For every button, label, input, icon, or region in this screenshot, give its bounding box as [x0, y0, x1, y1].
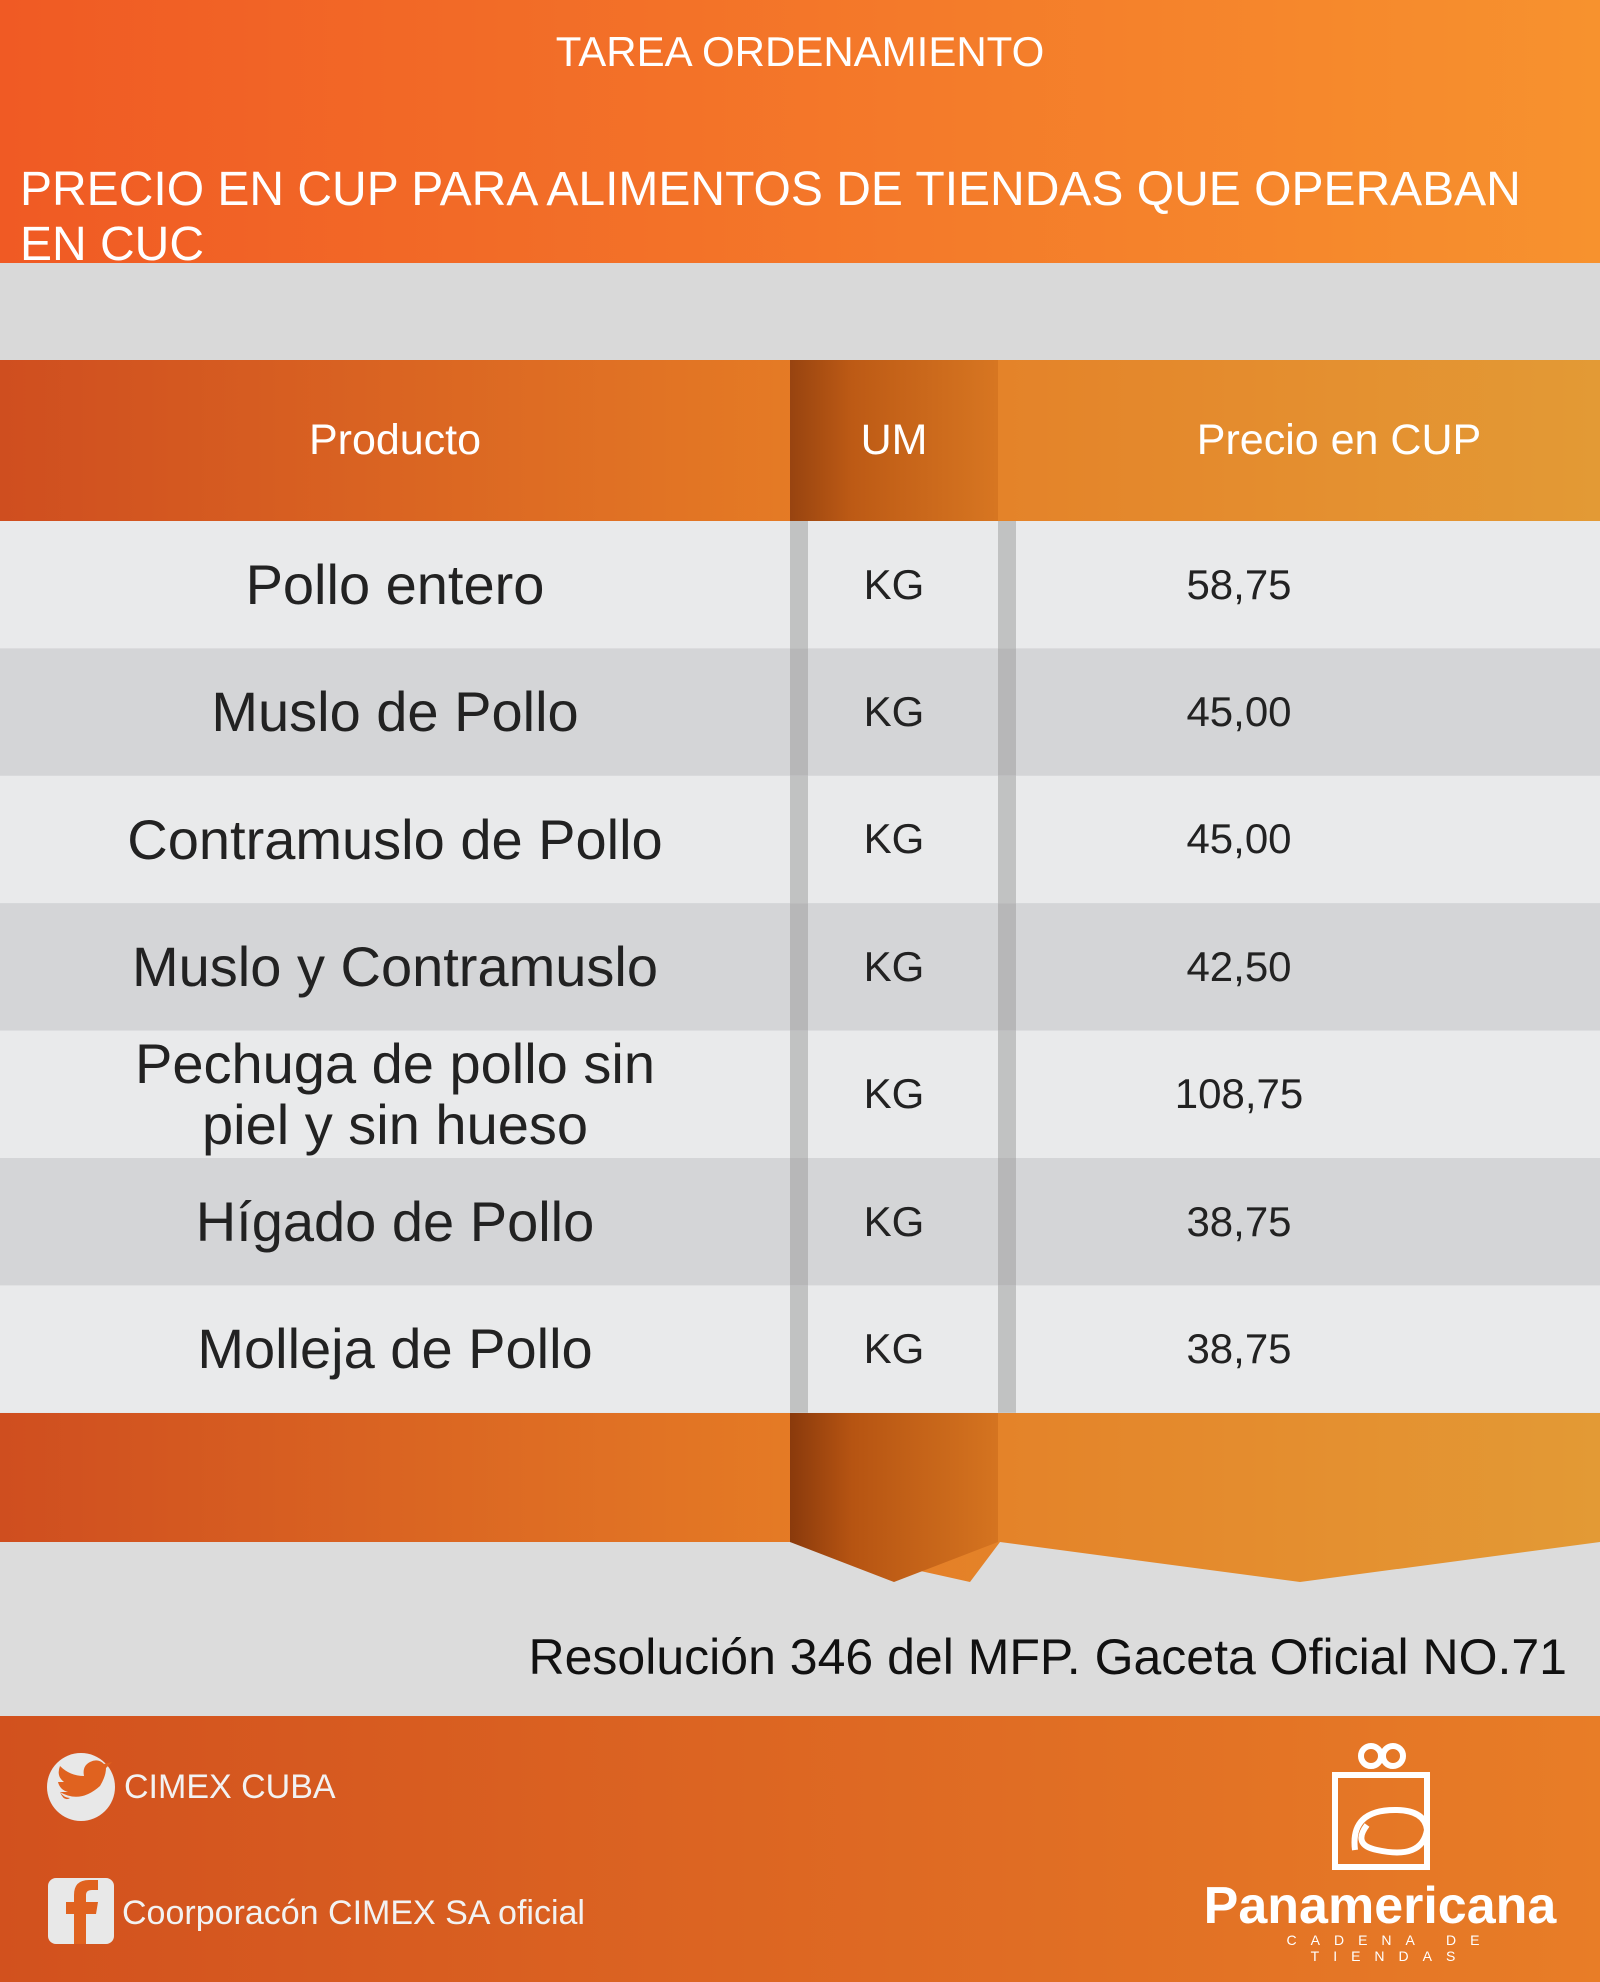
header-band — [0, 0, 1600, 263]
unit: KG — [863, 815, 925, 863]
product: Hígado de Pollo — [195, 1189, 595, 1253]
column-header: UM — [860, 416, 928, 464]
column-divider — [790, 1285, 808, 1413]
unit: KG — [863, 942, 925, 990]
column-header: Precio en CUP — [1196, 416, 1482, 464]
twitter-bird — [58, 1760, 112, 1800]
um-column-top — [790, 360, 998, 521]
column-divider — [998, 775, 1016, 904]
price: 42,50 — [1186, 942, 1292, 990]
brand-name: Panamericana — [1203, 1877, 1557, 1935]
gap-band — [0, 263, 1600, 360]
facebook-f — [66, 1880, 98, 1944]
price: 38,75 — [1186, 1325, 1292, 1373]
header-subtitle: PRECIO EN CUP PARA ALIMENTOS DE TIENDAS … — [20, 163, 1521, 271]
column-divider — [998, 648, 1016, 776]
price: 38,75 — [1186, 1197, 1292, 1245]
price: 45,00 — [1186, 688, 1292, 736]
unit: KG — [863, 1325, 925, 1373]
price: 108,75 — [1174, 1070, 1304, 1118]
product: Pechuga de pollo sin piel y sin hueso — [135, 1031, 655, 1157]
product: Muslo de Pollo — [211, 680, 579, 744]
column-divider — [790, 648, 808, 776]
um-column-foot — [790, 1413, 998, 1582]
product: Molleja de Pollo — [197, 1317, 593, 1381]
twitter-label: CIMEX CUBA — [124, 1768, 336, 1806]
unit: KG — [863, 560, 925, 608]
column-divider — [998, 521, 1016, 649]
unit: KG — [863, 1070, 925, 1118]
note: Resolución 346 del MFP. Gaceta Oficial N… — [528, 1629, 1567, 1685]
product: Muslo y Contramuslo — [132, 935, 658, 999]
column-divider — [790, 775, 808, 904]
product: Contramuslo de Pollo — [127, 807, 663, 871]
column-divider — [790, 1158, 808, 1286]
price: 45,00 — [1186, 815, 1292, 863]
header-title: TAREA ORDENAMIENTO — [555, 28, 1045, 75]
brand-tagline: CADENA DE TIENDAS — [1286, 1932, 1494, 1964]
column-divider — [790, 1030, 808, 1158]
column-divider — [790, 521, 808, 649]
price: 58,75 — [1186, 560, 1292, 608]
column-divider — [998, 1285, 1016, 1413]
column-divider — [998, 903, 1016, 1031]
column-divider — [790, 903, 808, 1031]
product: Pollo entero — [245, 552, 545, 616]
brand-logo — [1332, 1743, 1431, 1870]
column-divider — [998, 1030, 1016, 1158]
column-divider — [998, 1158, 1016, 1286]
facebook-label: Coorporacón CIMEX SA oficial — [122, 1894, 585, 1932]
unit: KG — [863, 1197, 925, 1245]
column-header: Producto — [308, 416, 482, 464]
unit: KG — [863, 688, 925, 736]
